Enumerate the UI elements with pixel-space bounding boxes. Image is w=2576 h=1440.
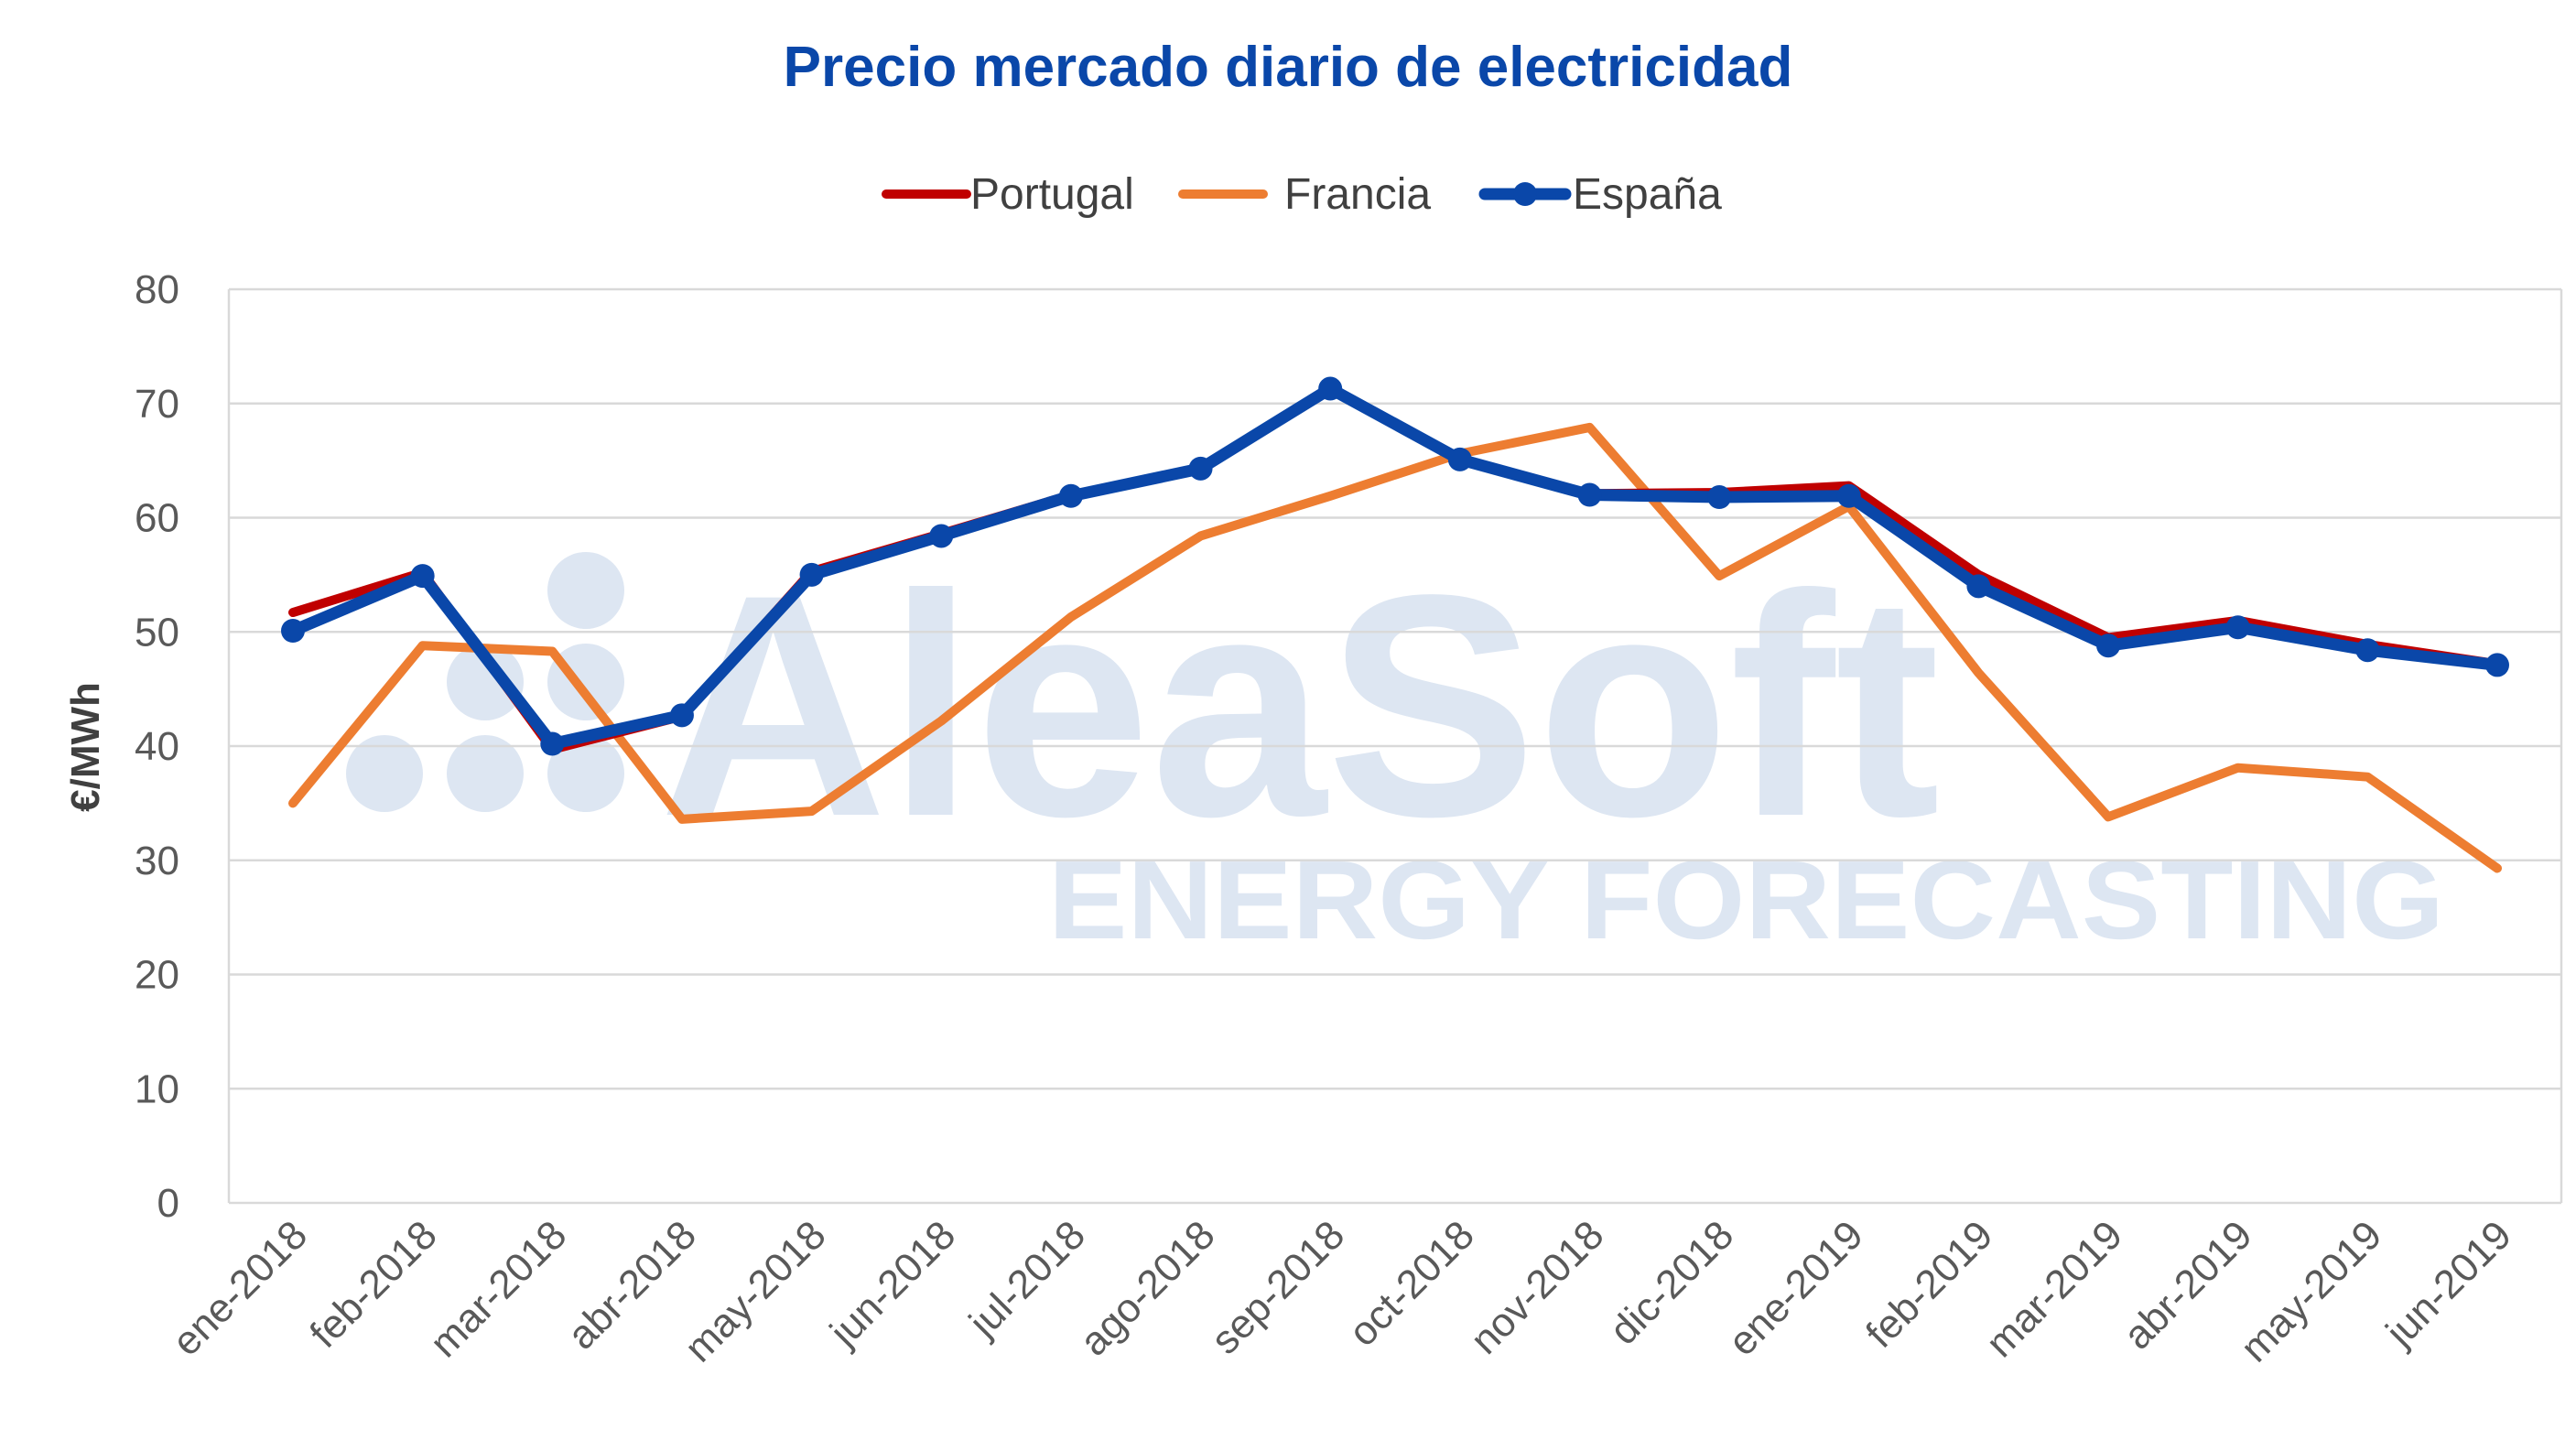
x-axis-ticks: ene-2018feb-2018mar-2018abr-2018may-2018… — [164, 1212, 2520, 1370]
legend-item: Portugal — [882, 170, 1134, 219]
data-point — [1836, 483, 1861, 508]
x-tick-label: mar-2018 — [422, 1212, 576, 1366]
y-tick-label: 0 — [157, 1181, 179, 1226]
watermark-tagline: ENERGY FORECASTING — [1048, 838, 2444, 962]
data-point — [799, 562, 824, 587]
data-point — [2096, 633, 2121, 658]
data-point — [1707, 485, 1732, 510]
legend-label: España — [1573, 170, 1722, 219]
x-tick-label: ene-2019 — [1720, 1212, 1872, 1364]
legend: Portugal Francia España — [882, 170, 1722, 219]
data-point — [281, 619, 305, 644]
legend-item: Francia — [1178, 170, 1431, 219]
data-point — [929, 524, 954, 548]
y-tick-label: 10 — [135, 1066, 179, 1111]
x-tick-label: mar-2019 — [1977, 1212, 2131, 1366]
data-point — [540, 731, 565, 756]
x-tick-label: jul-2018 — [959, 1212, 1094, 1347]
watermark-logo: AleaSoft ENERGY FORECASTING — [346, 530, 2444, 962]
legend-label: Francia — [1284, 170, 1431, 219]
data-point — [1966, 574, 1991, 599]
y-tick-label: 70 — [135, 382, 179, 427]
chart-title: Precio mercado diario de electricidad — [783, 36, 1793, 99]
data-point — [669, 703, 694, 728]
x-tick-label: sep-2018 — [1203, 1212, 1353, 1362]
legend-label: Portugal — [970, 170, 1134, 219]
data-point — [410, 564, 435, 589]
watermark-dot — [547, 735, 624, 812]
series-line — [288, 422, 2502, 873]
data-point — [1447, 447, 1472, 471]
x-tick-label: jun-2019 — [2376, 1212, 2520, 1356]
data-point — [1318, 376, 1343, 401]
watermark-dot — [447, 735, 524, 812]
series-espana — [281, 376, 2509, 756]
x-tick-label: ago-2018 — [1071, 1212, 1223, 1364]
data-point — [1577, 482, 1602, 507]
data-point — [2355, 638, 2380, 663]
x-tick-label: ene-2018 — [164, 1212, 316, 1364]
y-tick-label: 40 — [135, 724, 179, 769]
x-tick-label: nov-2018 — [1462, 1212, 1612, 1362]
watermark-dot — [547, 552, 624, 629]
gridlines — [227, 287, 2563, 1205]
x-tick-label: may-2018 — [676, 1212, 835, 1370]
y-tick-label: 30 — [135, 839, 179, 883]
x-tick-label: jun-2018 — [820, 1212, 964, 1356]
y-axis-ticks: 0 10 20 30 40 50 60 70 80 — [135, 267, 179, 1226]
legend-item: España — [1478, 170, 1722, 219]
series-francia — [288, 422, 2502, 873]
watermark-brand: AleaSoft — [659, 530, 1940, 882]
y-tick-label: 20 — [135, 953, 179, 998]
y-axis-label: €/MWh — [63, 682, 108, 812]
data-point — [1188, 456, 1213, 481]
data-point — [2225, 615, 2250, 640]
data-point — [2485, 653, 2509, 677]
x-tick-label: may-2019 — [2232, 1212, 2390, 1370]
y-tick-label: 80 — [135, 267, 179, 312]
watermark-dot — [447, 644, 524, 720]
data-point — [1058, 483, 1083, 508]
series-layer — [281, 376, 2509, 873]
series-line — [287, 383, 2504, 751]
legend-marker — [1513, 182, 1537, 206]
y-tick-label: 60 — [135, 496, 179, 541]
watermark-dot — [346, 735, 423, 812]
x-tick-label: oct-2018 — [1340, 1212, 1483, 1355]
y-tick-label: 50 — [135, 610, 179, 655]
